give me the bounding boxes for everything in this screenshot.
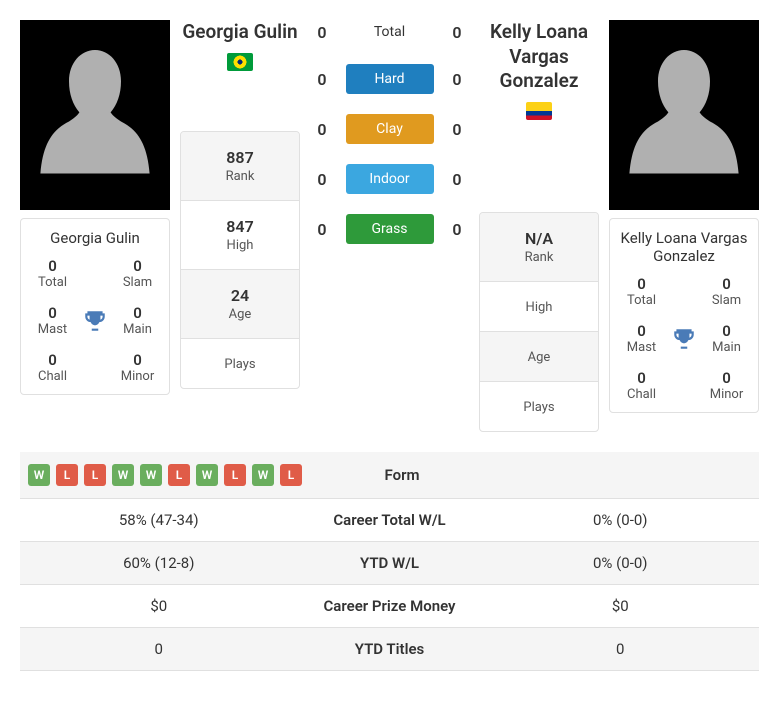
stat-slam: 0Slam [701,275,752,308]
cmp-p1-val: 58% (47-34) [28,511,290,529]
form-squares: WLLWWLWLWL [28,464,302,486]
form-W: W [196,464,218,486]
stat-total: 0Total [27,257,78,290]
cmp-label: Form [302,466,502,484]
stat-total: 0Total [616,275,667,308]
surface-row: 0 Indoor 0 [312,164,467,194]
rank-plays: Plays [181,339,299,388]
trophy-icon [82,308,108,334]
player2-flag-icon [526,102,552,120]
cmp-row: WLLWWLWLWLForm [20,452,759,499]
surface-p2-val: 0 [447,170,467,189]
form-L: L [84,464,106,486]
rank-age: Age [480,332,598,382]
surface-row: 0 Total 0 [312,20,467,44]
player2-rank-box: N/ARankHighAgePlays [479,212,599,432]
form-W: W [140,464,162,486]
surface-p1-val: 0 [312,70,332,89]
cmp-p1-val: 0 [28,640,290,658]
rank-high: 847High [181,201,299,270]
form-W: W [112,464,134,486]
cmp-label: Career Total W/L [290,511,490,529]
rank-age: 24Age [181,270,299,339]
rank-high: High [480,282,598,332]
cmp-p2-val: 0% (0-0) [490,511,752,529]
stat-chall: 0Chall [27,351,78,384]
player2-big-name: Kelly Loana Vargas Gonzalez [479,20,599,94]
cmp-label: Career Prize Money [290,597,490,615]
cmp-p2-val: 0 [490,640,752,658]
surface-p1-val: 0 [312,23,332,42]
surface-p2-val: 0 [447,70,467,89]
form-L: L [56,464,78,486]
form-W: W [252,464,274,486]
surface-p2-val: 0 [447,120,467,139]
surface-pill-clay: Clay [346,114,434,144]
stat-mast: 0Mast [616,322,667,355]
surface-p1-val: 0 [312,120,332,139]
surface-label-total: Total [374,20,405,44]
surface-pill-grass: Grass [346,214,434,244]
stat-mast: 0Mast [27,304,78,337]
stat-minor: 0Minor [701,369,752,402]
cmp-row: 58% (47-34)Career Total W/L0% (0-0) [20,499,759,542]
stat-slam: 0Slam [112,257,163,290]
surface-pill-indoor: Indoor [346,164,434,194]
stat-main: 0Main [701,322,752,355]
player1-name-label: Georgia Gulin [27,229,163,247]
trophy-icon [671,326,697,352]
cmp-p1-val: $0 [28,597,290,615]
cmp-label: YTD W/L [290,554,490,572]
surface-p2-val: 0 [447,23,467,42]
player1-card: Georgia Gulin 0Total 0Slam 0Mast 0Main 0Chal… [20,218,170,395]
surface-p1-val: 0 [312,220,332,239]
player2-avatar [609,20,759,210]
form-L: L [224,464,246,486]
form-W: W [28,464,50,486]
player2-card: Kelly Loana Vargas Gonzalez 0Total 0Slam 0… [609,218,759,413]
form-L: L [168,464,190,486]
comparison-table: WLLWWLWLWLForm58% (47-34)Career Total W/… [20,452,759,671]
player2-name-label: Kelly Loana Vargas Gonzalez [616,229,752,265]
cmp-p2-val: 0% (0-0) [490,554,752,572]
cmp-p1-val: 60% (12-8) [28,554,290,572]
surface-comparison: 0 Total 0 0 Hard 0 0 Clay 0 0 Indoor 0 0 Grass 0 [310,20,469,264]
rank-rank: 887Rank [181,132,299,201]
cmp-p2-val: $0 [490,597,752,615]
surface-p1-val: 0 [312,170,332,189]
cmp-row: 0YTD Titles0 [20,628,759,671]
player1-rank-box: 887Rank847High24AgePlays [180,131,300,389]
surface-row: 0 Clay 0 [312,114,467,144]
surface-pill-hard: Hard [346,64,434,94]
surface-p2-val: 0 [447,220,467,239]
player1-avatar [20,20,170,210]
rank-plays: Plays [480,382,598,431]
rank-rank: N/ARank [480,213,598,282]
player1-big-name: Georgia Gulin [180,20,300,45]
cmp-p1-val: WLLWWLWLWL [28,464,302,486]
cmp-label: YTD Titles [290,640,490,658]
stat-minor: 0Minor [112,351,163,384]
player1-flag-icon [227,53,253,71]
cmp-row: 60% (12-8)YTD W/L0% (0-0) [20,542,759,585]
surface-row: 0 Grass 0 [312,214,467,244]
surface-row: 0 Hard 0 [312,64,467,94]
form-L: L [280,464,302,486]
cmp-row: $0Career Prize Money$0 [20,585,759,628]
stat-main: 0Main [112,304,163,337]
stat-chall: 0Chall [616,369,667,402]
